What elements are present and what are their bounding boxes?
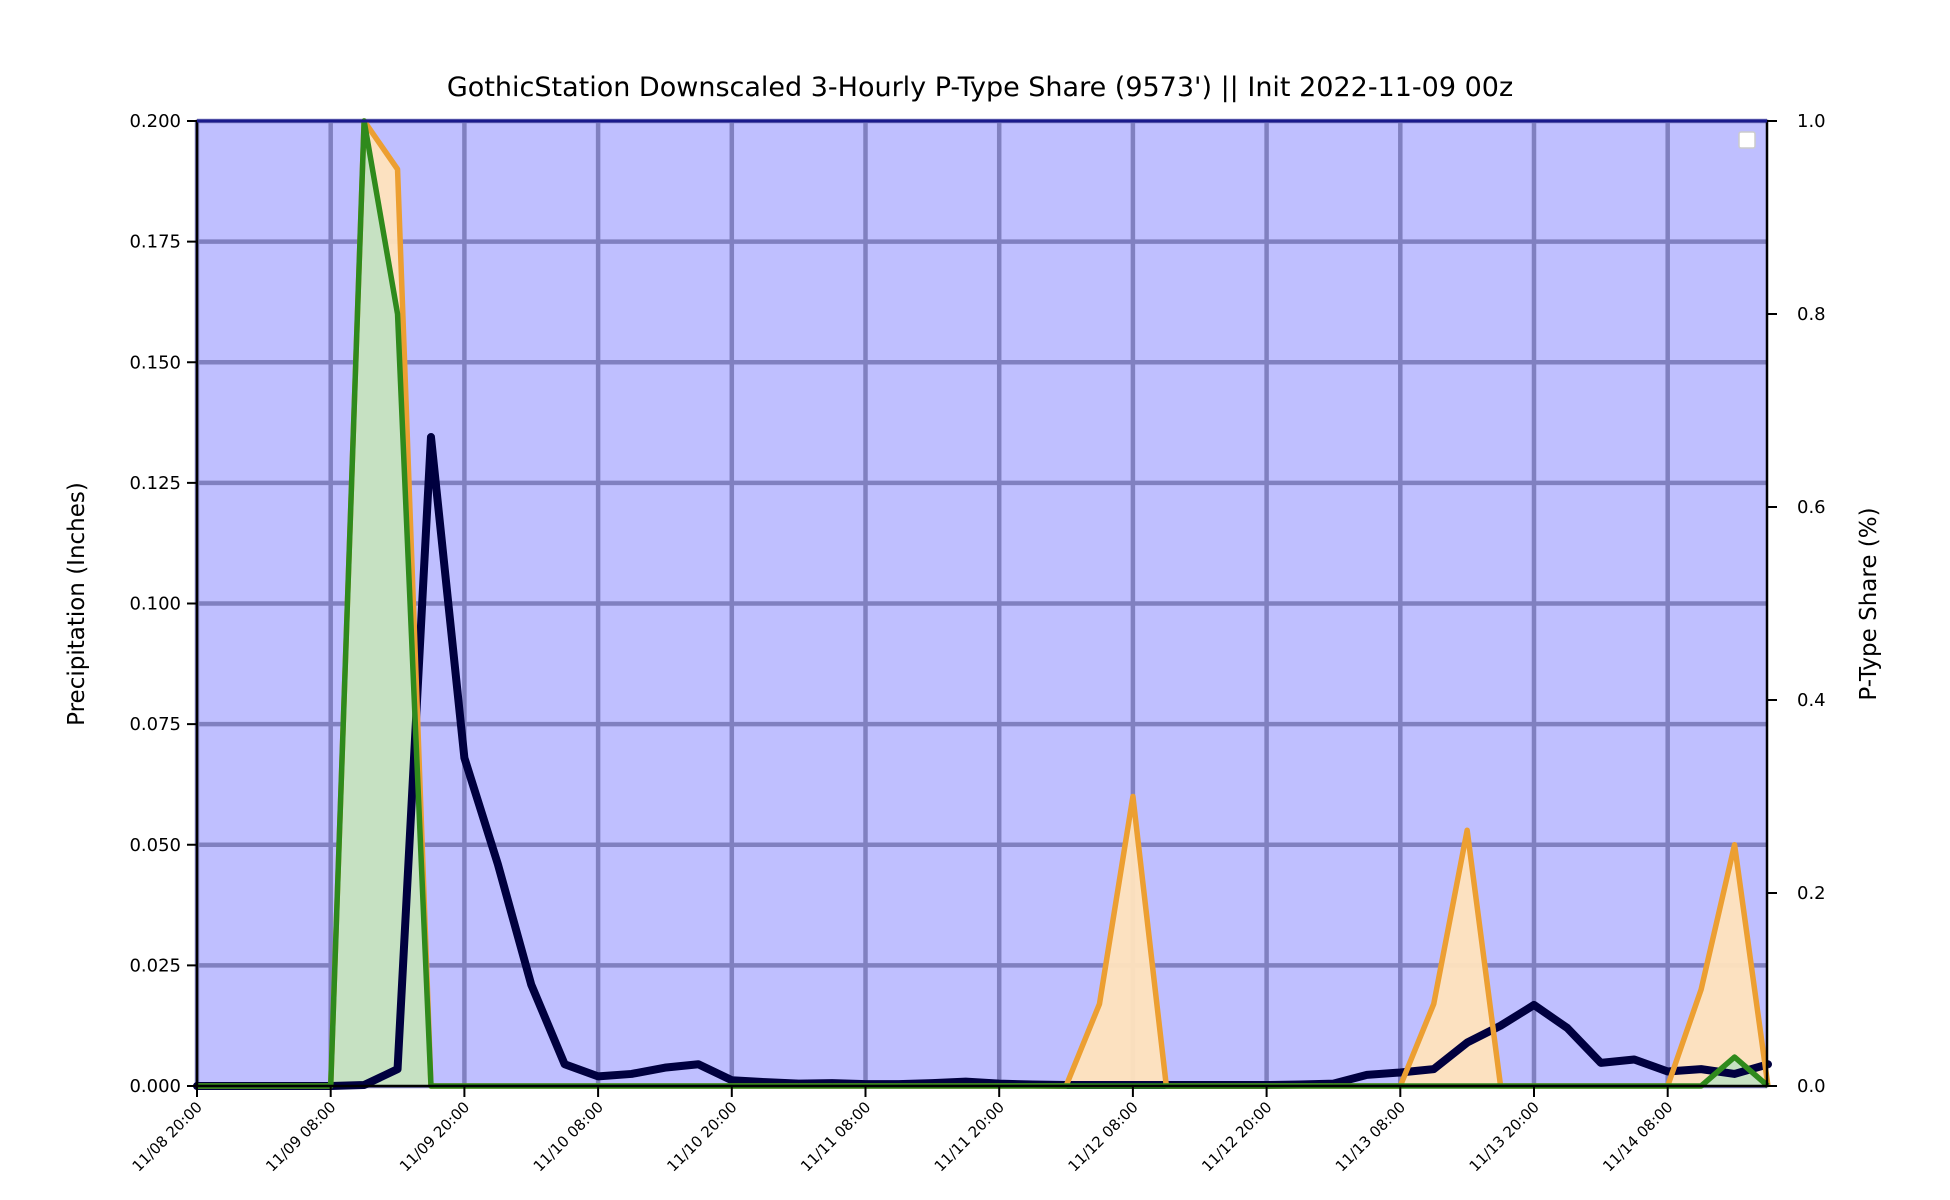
x-tick-label: 11/14 08:00 [1599, 1098, 1676, 1175]
precip-line [193, 433, 1772, 1090]
y-tick-label: 0.025 [129, 955, 181, 976]
y-tick-label: 0.000 [129, 1076, 181, 1097]
y-axis-label: Precipitation (Inches) [64, 482, 90, 726]
y-tick-label: 0.100 [129, 594, 181, 615]
y-tick-label: 0.075 [129, 714, 181, 735]
y-tick-label: 0.175 [129, 232, 181, 253]
y2-tick-label: 0.2 [1797, 883, 1826, 904]
y-tick-label: 0.150 [129, 352, 181, 373]
y2-tick-label: 0.0 [1797, 1076, 1826, 1097]
x-tick-label: 11/09 08:00 [262, 1098, 339, 1175]
legend [1738, 131, 1756, 149]
y-tick-label: 0.125 [129, 473, 181, 494]
chart-title: GothicStation Downscaled 3-Hourly P-Type… [447, 72, 1513, 103]
x-tick-label: 11/12 20:00 [1198, 1098, 1275, 1175]
y2-tick-label: 0.6 [1797, 497, 1826, 518]
y-tick-label: 0.050 [129, 835, 181, 856]
x-tick-label: 11/13 20:00 [1466, 1098, 1543, 1175]
x-tick-label: 11/12 08:00 [1064, 1098, 1141, 1175]
x-tick-label: 11/11 08:00 [797, 1098, 874, 1175]
x-tick-label: 11/10 20:00 [663, 1098, 740, 1175]
y2-tick-label: 0.8 [1797, 304, 1826, 325]
x-tick-label: 11/11 20:00 [931, 1098, 1008, 1175]
y-tick-label: 0.200 [129, 111, 181, 132]
y2-axis-label: P-Type Share (%) [1856, 507, 1882, 700]
x-tick-label: 11/09 20:00 [396, 1098, 473, 1175]
share-area-1 [197, 121, 1768, 1086]
x-tick-label: 11/13 08:00 [1332, 1098, 1409, 1175]
x-tick-label: 11/10 08:00 [530, 1098, 607, 1175]
x-tick-label: 11/08 20:00 [129, 1098, 206, 1175]
y2-tick-label: 1.0 [1797, 111, 1826, 132]
y2-tick-label: 0.4 [1797, 690, 1826, 711]
